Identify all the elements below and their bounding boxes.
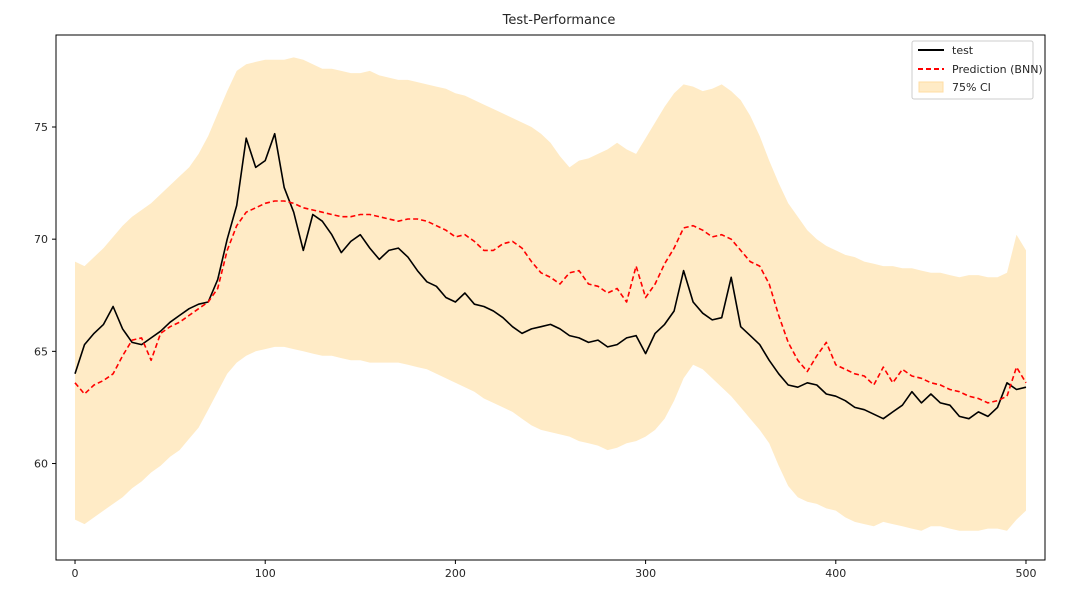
test-series-line bbox=[74, 132, 1027, 420]
prediction-series-line bbox=[74, 200, 1027, 404]
y-tick-label: 70 bbox=[34, 233, 48, 246]
legend-ci-label: 75% CI bbox=[952, 81, 991, 94]
y-tick-label: 65 bbox=[34, 345, 48, 358]
plot-area bbox=[74, 57, 1027, 531]
legend-prediction-label: Prediction (BNN) bbox=[952, 63, 1043, 76]
axes: 0 100 200 300 400 500 60 65 70 75 bbox=[34, 34, 1046, 580]
x-tick-label: 500 bbox=[1015, 567, 1036, 580]
y-tick-label: 60 bbox=[34, 458, 48, 471]
ci-band bbox=[75, 57, 1026, 531]
legend-ci-swatch bbox=[918, 81, 944, 93]
legend-test-label: test bbox=[952, 44, 974, 57]
x-tick-label: 400 bbox=[825, 567, 846, 580]
chart-title: Test-Performance bbox=[502, 13, 616, 28]
axes-frame bbox=[55, 34, 1046, 561]
x-tick-label: 200 bbox=[445, 567, 466, 580]
x-tick-label: 0 bbox=[72, 567, 79, 580]
y-tick-label: 75 bbox=[34, 121, 48, 134]
x-tick-label: 300 bbox=[635, 567, 656, 580]
x-tick-label: 100 bbox=[255, 567, 276, 580]
legend: test Prediction (BNN) 75% CI bbox=[911, 40, 1043, 100]
